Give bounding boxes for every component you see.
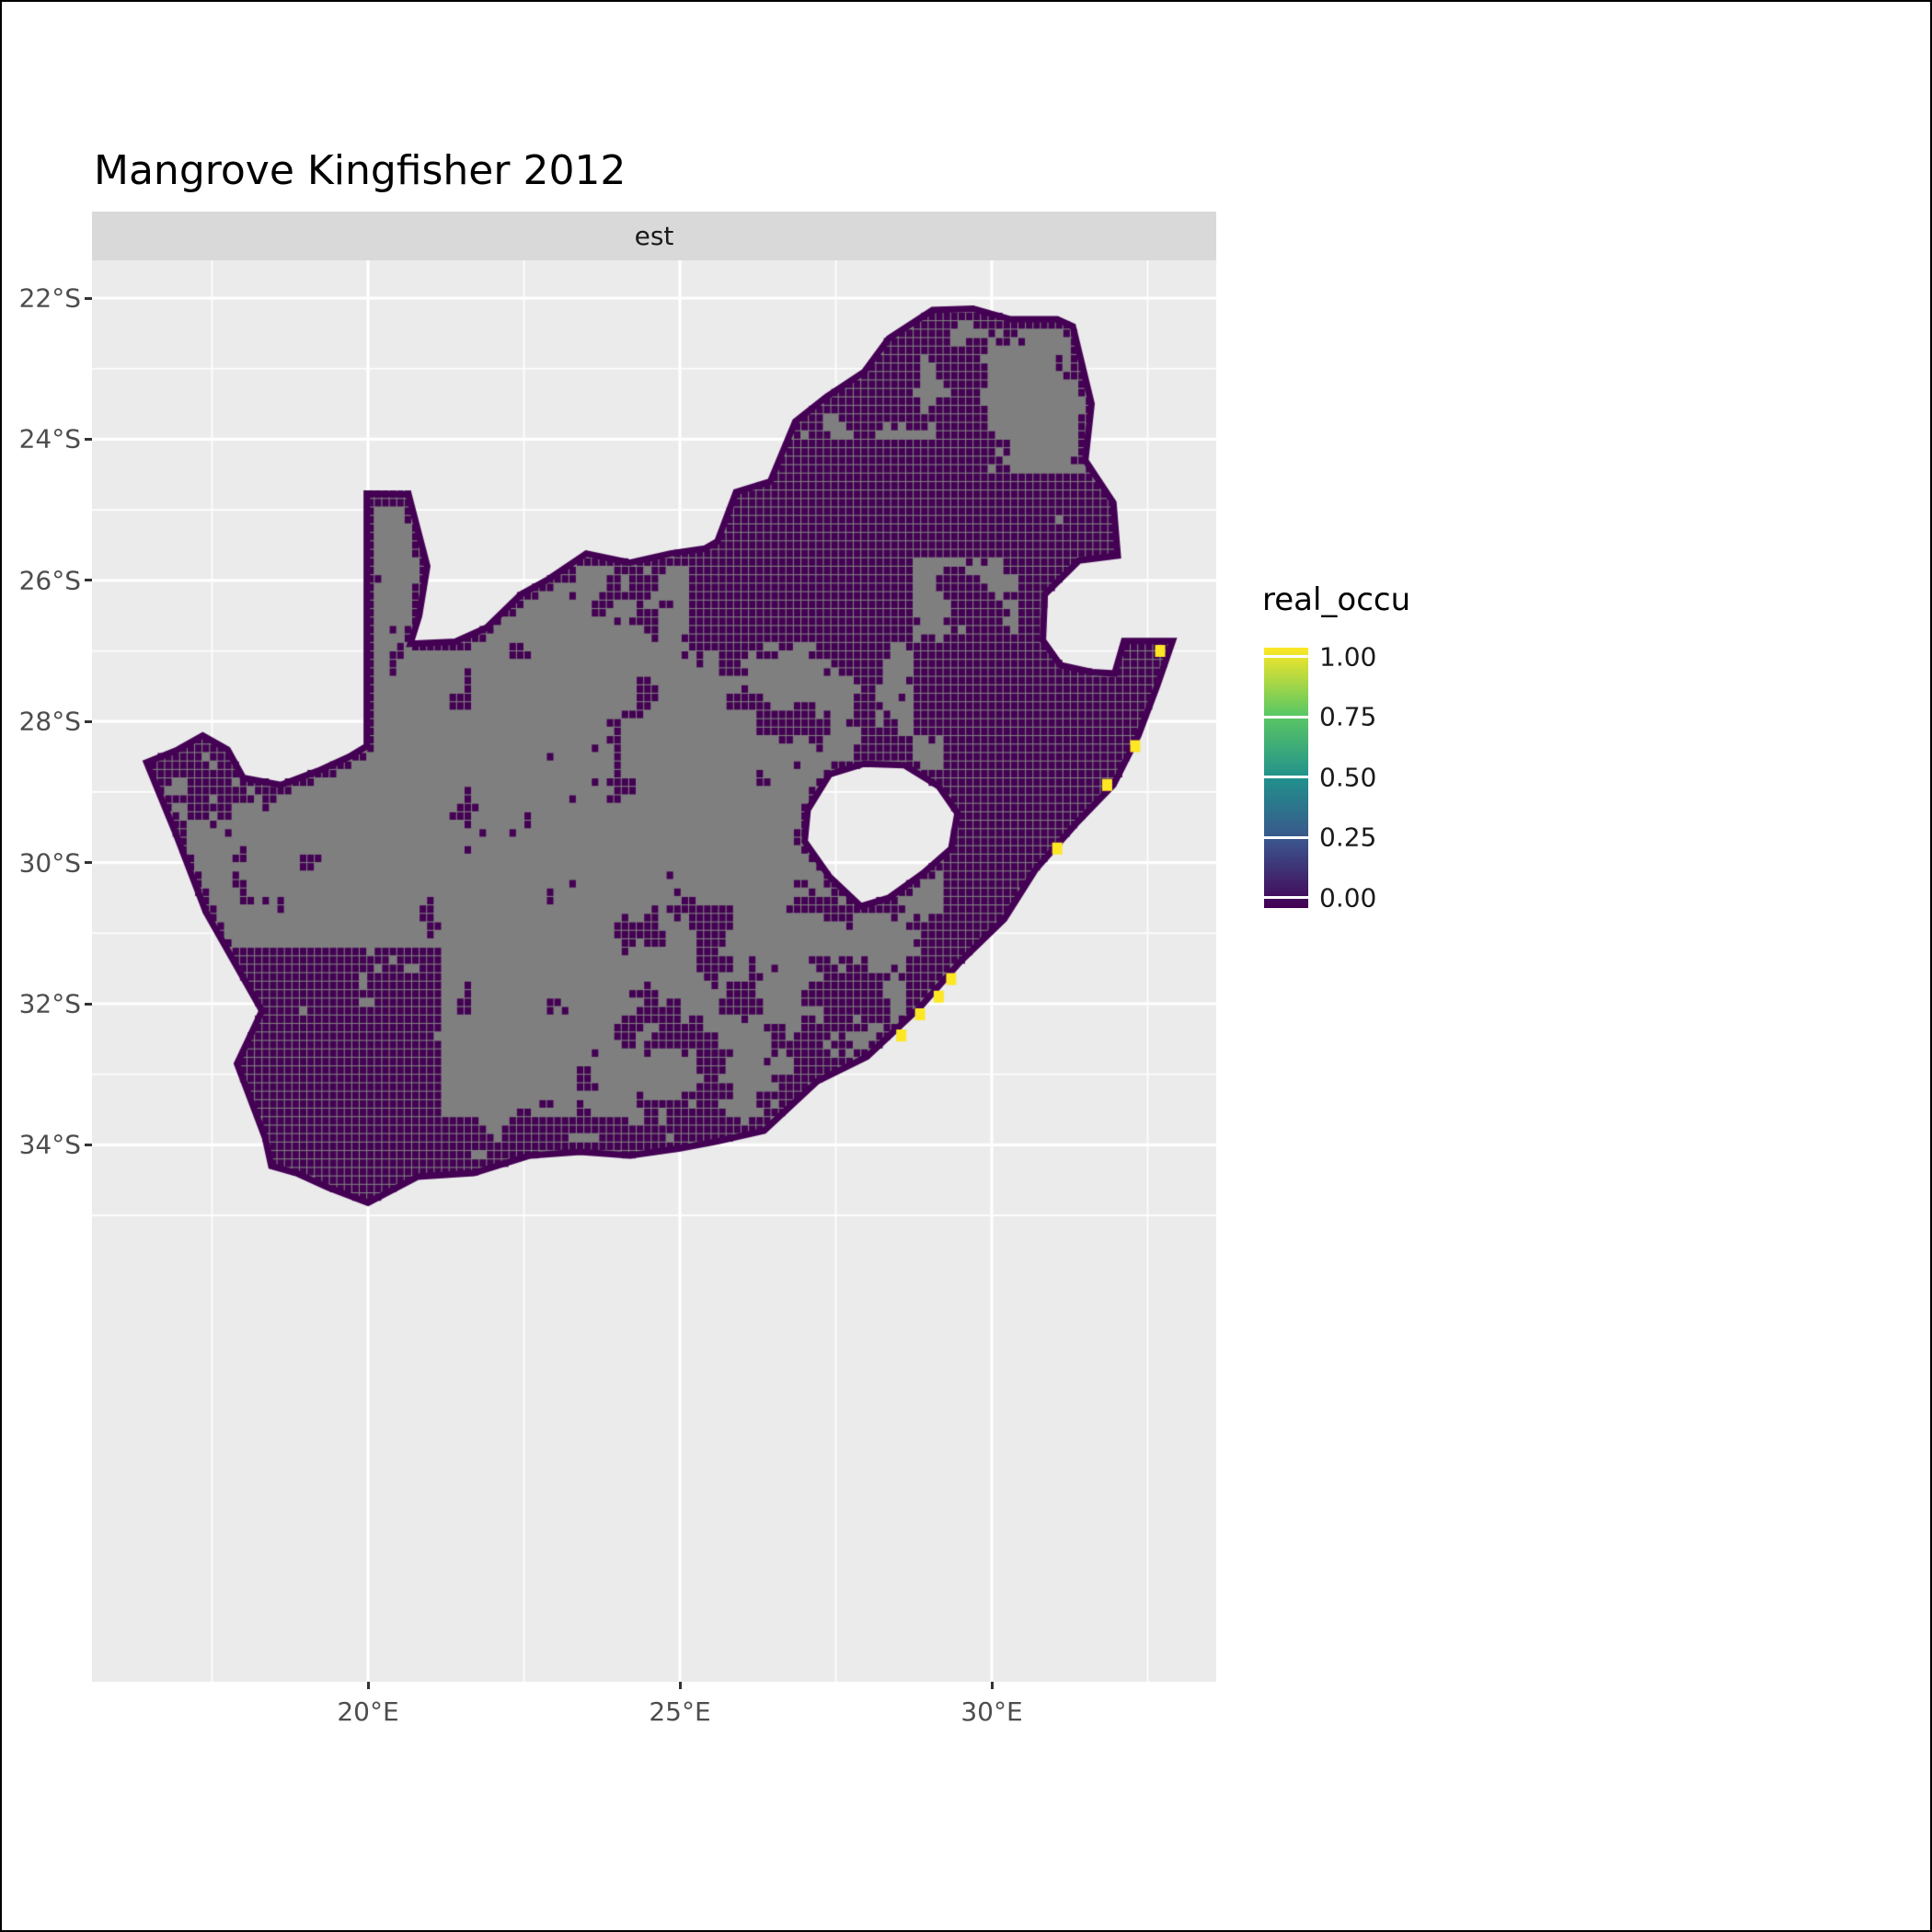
x-tick-label: 20°E	[337, 1696, 399, 1727]
y-tick-mark	[85, 296, 92, 300]
facet-label: est	[634, 221, 674, 251]
legend-tick-mark	[1264, 896, 1308, 900]
y-tick-label: 30°S	[18, 847, 81, 879]
legend-tick-mark	[1264, 715, 1308, 719]
y-tick-label: 34°S	[18, 1129, 81, 1160]
legend-tick-mark	[1264, 835, 1308, 839]
legend-title: real_occu	[1262, 581, 1411, 618]
y-tick-mark	[85, 437, 92, 441]
legend-tick-mark	[1264, 776, 1308, 779]
plot-title: Mangrove Kingfisher 2012	[94, 147, 627, 194]
legend-tick-label: 0.50	[1319, 762, 1377, 793]
y-tick-mark	[85, 579, 92, 582]
plot-panel	[92, 260, 1216, 1682]
x-tick-mark	[678, 1682, 682, 1689]
facet-strip: est	[92, 212, 1216, 260]
x-tick-label: 30°E	[960, 1696, 1023, 1727]
y-tick-mark	[85, 1143, 92, 1146]
legend-tick-label: 0.00	[1319, 882, 1377, 914]
x-tick-label: 25°E	[649, 1696, 711, 1727]
y-tick-mark	[85, 719, 92, 723]
y-tick-label: 24°S	[18, 423, 81, 454]
y-tick-label: 28°S	[18, 706, 81, 737]
legend-tick-mark	[1264, 655, 1308, 659]
y-tick-label: 26°S	[18, 565, 81, 596]
y-tick-mark	[85, 1002, 92, 1006]
legend-tick-label: 0.75	[1319, 701, 1377, 732]
legend-tick-label: 0.25	[1319, 822, 1377, 853]
legend-tick-label: 1.00	[1319, 641, 1377, 673]
y-tick-label: 32°S	[18, 988, 81, 1019]
y-tick-mark	[85, 861, 92, 865]
y-tick-label: 22°S	[18, 282, 81, 314]
map-canvas	[92, 260, 1216, 1682]
x-tick-mark	[990, 1682, 994, 1689]
x-tick-mark	[366, 1682, 370, 1689]
